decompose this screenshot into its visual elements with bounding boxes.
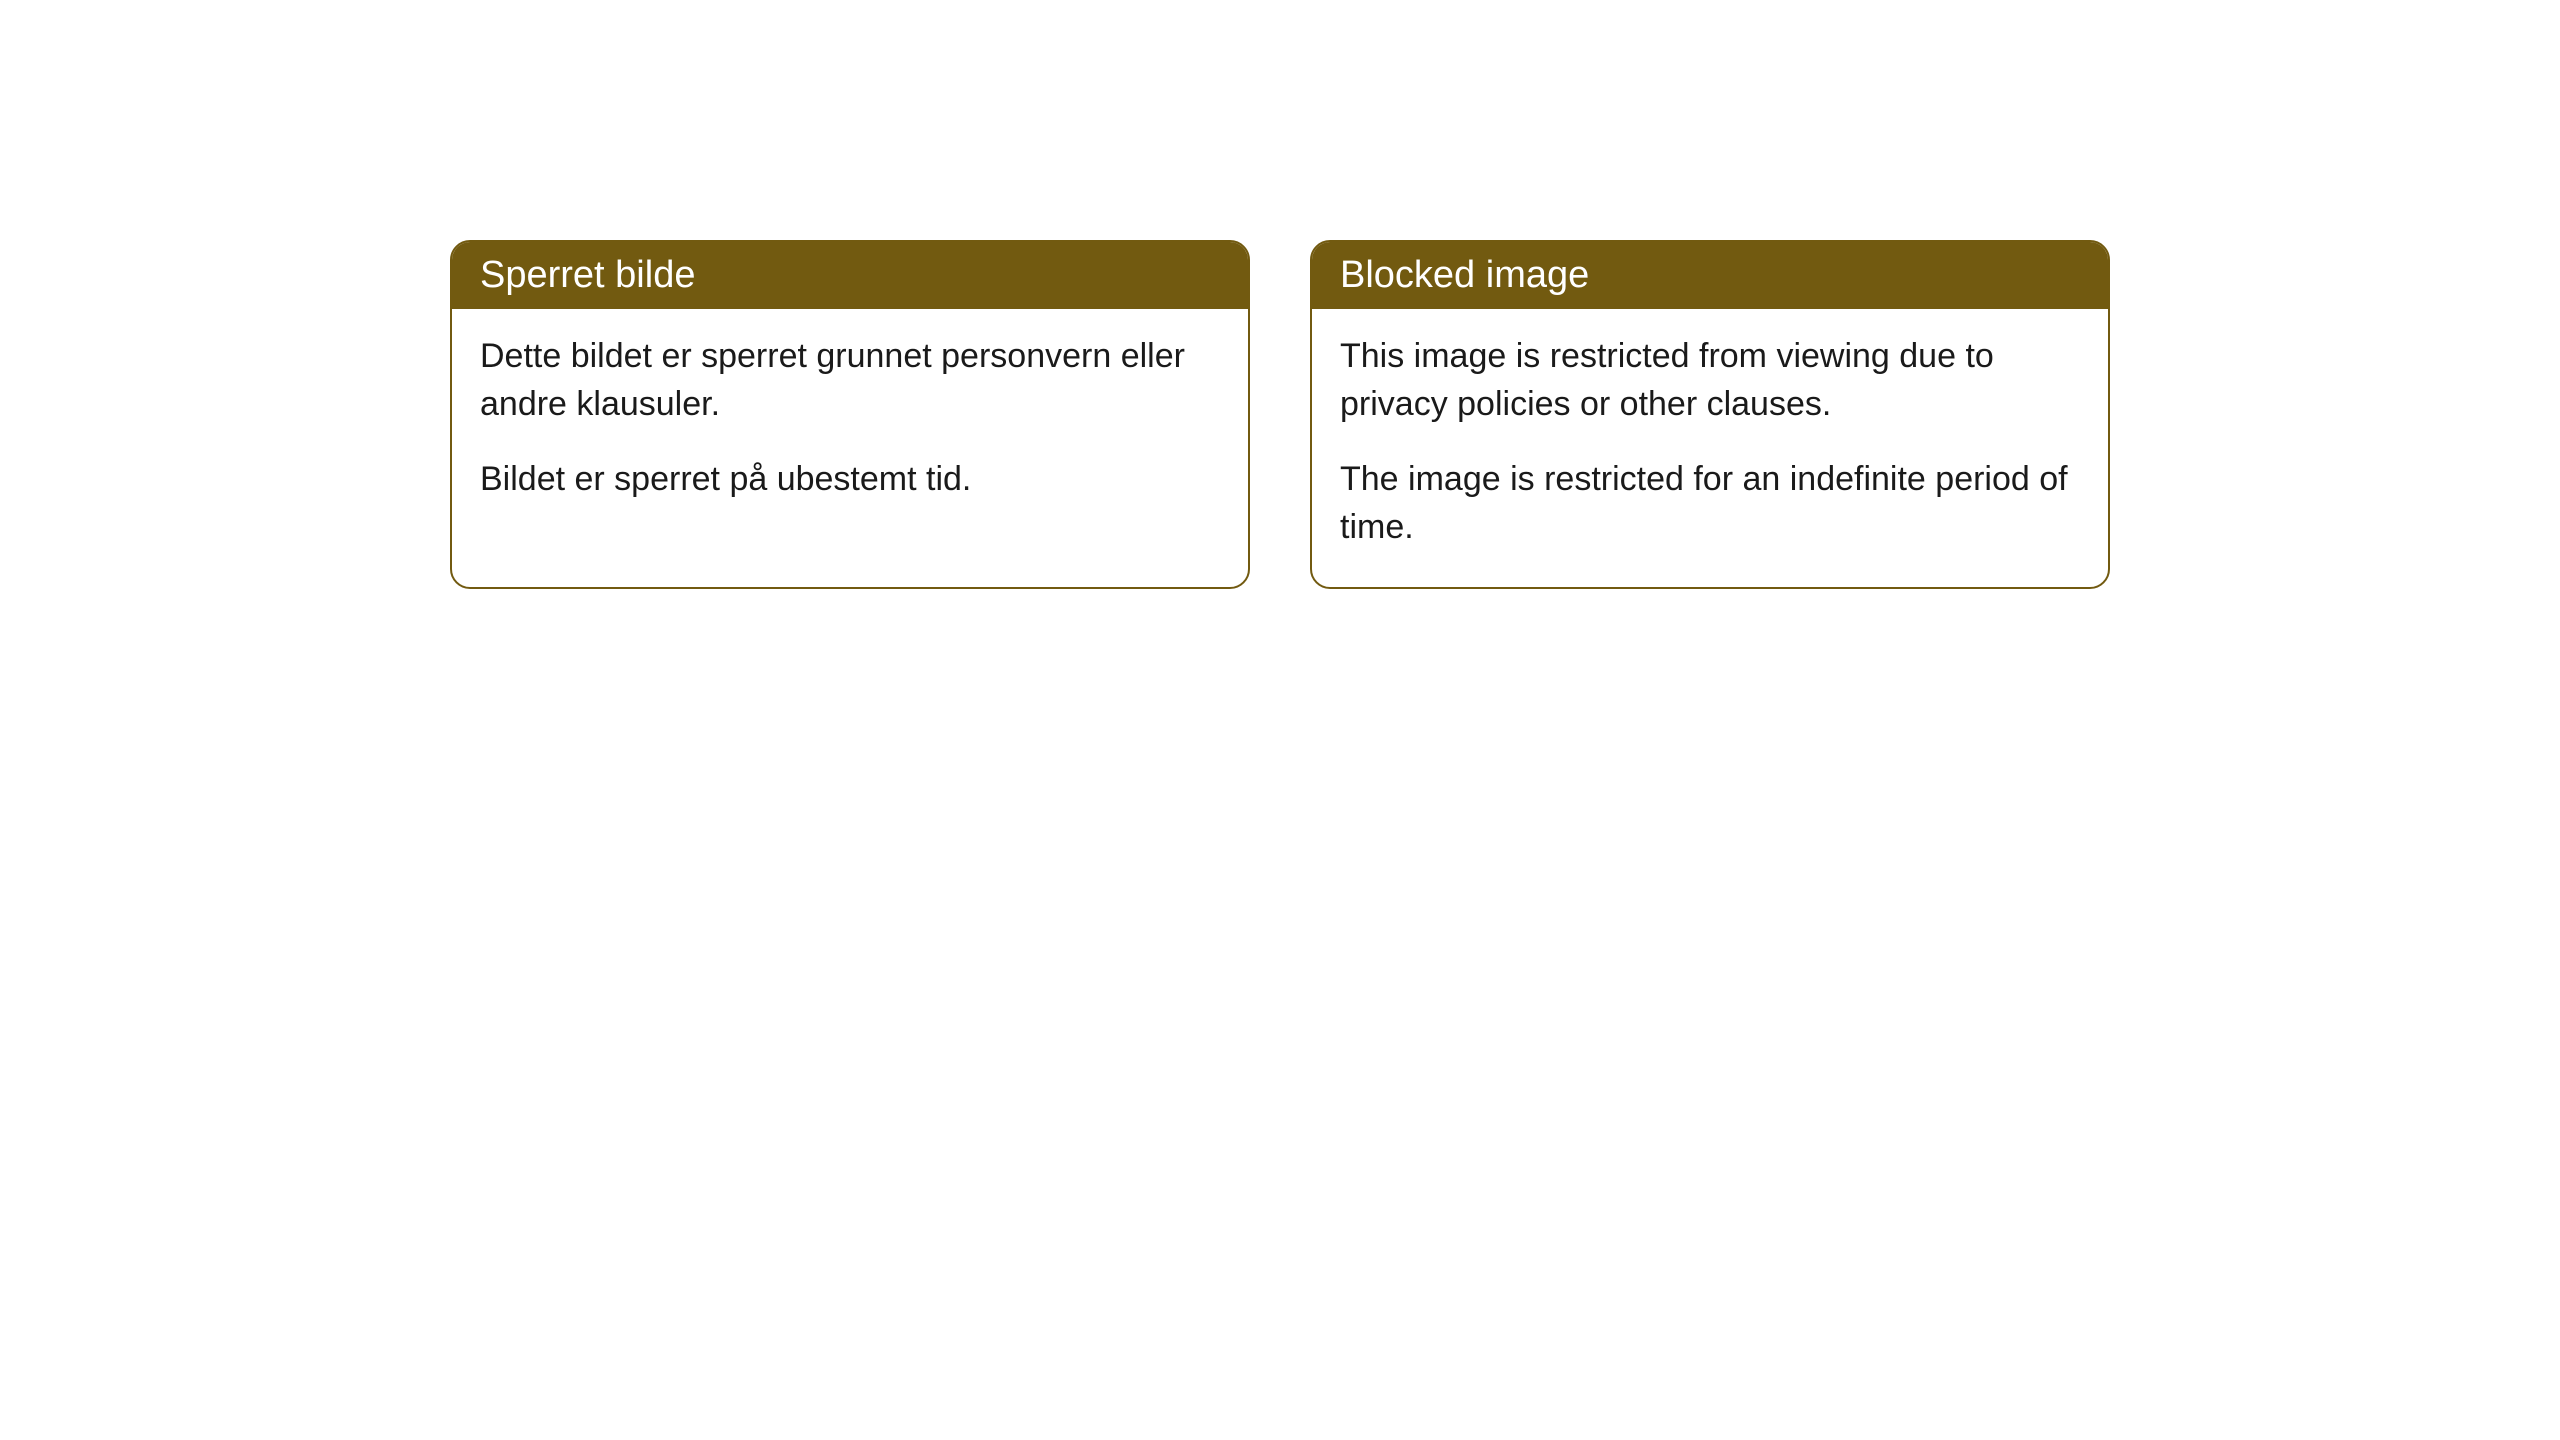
notice-header-english: Blocked image bbox=[1312, 242, 2108, 309]
notice-paragraph-1-norwegian: Dette bildet er sperret grunnet personve… bbox=[480, 333, 1220, 428]
notice-body-english: This image is restricted from viewing du… bbox=[1312, 309, 2108, 587]
notice-card-norwegian: Sperret bilde Dette bildet er sperret gr… bbox=[450, 240, 1250, 589]
notice-body-norwegian: Dette bildet er sperret grunnet personve… bbox=[452, 309, 1248, 540]
notice-paragraph-2-english: The image is restricted for an indefinit… bbox=[1340, 456, 2080, 551]
notice-header-norwegian: Sperret bilde bbox=[452, 242, 1248, 309]
notice-paragraph-2-norwegian: Bildet er sperret på ubestemt tid. bbox=[480, 456, 1220, 504]
notice-title-english: Blocked image bbox=[1340, 254, 1589, 296]
notice-title-norwegian: Sperret bilde bbox=[480, 254, 695, 296]
notice-container: Sperret bilde Dette bildet er sperret gr… bbox=[0, 240, 2560, 589]
notice-paragraph-1-english: This image is restricted from viewing du… bbox=[1340, 333, 2080, 428]
notice-card-english: Blocked image This image is restricted f… bbox=[1310, 240, 2110, 589]
